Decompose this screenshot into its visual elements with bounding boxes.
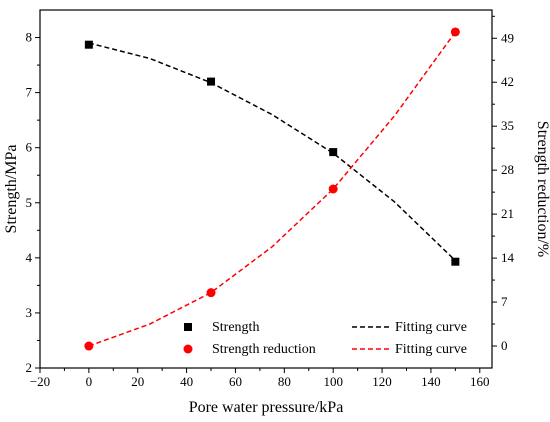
y-right-axis-ticks: 0 7 14 21 28 35 42 49: [492, 15, 515, 353]
y-left-axis-title: Strength/MPa: [3, 145, 20, 234]
y-right-tick-label: 0: [501, 338, 508, 353]
y-right-tick-label: 28: [501, 162, 514, 177]
legend-marker-strength: [184, 323, 192, 331]
y-right-tick-label: 49: [501, 30, 514, 45]
fit-curve-right: [88, 31, 457, 347]
x-tick-label: 40: [180, 374, 193, 389]
y-right-tick-label: 35: [501, 118, 514, 133]
data-points: [84, 27, 460, 351]
x-tick-label: 60: [229, 374, 242, 389]
legend: Strength Fitting curve Strength reductio…: [183, 320, 467, 357]
y-right-tick-label: 14: [501, 250, 515, 265]
x-tick-label: 20: [131, 374, 144, 389]
legend-label-strength: Strength: [212, 320, 259, 335]
y-left-tick-label: 7: [26, 85, 33, 100]
strength-point: [84, 40, 93, 49]
x-tick-label: 100: [323, 374, 343, 389]
strength-reduction-point: [84, 341, 94, 351]
x-tick-label: 80: [278, 374, 291, 389]
plot-frame: [39, 9, 493, 369]
x-axis-ticks: −20 0 20 40 60 80 100 120 140 160: [30, 368, 490, 389]
x-axis-title: Pore water pressure/kPa: [189, 399, 344, 416]
y-right-tick-label: 7: [501, 294, 508, 309]
x-tick-label: 120: [372, 374, 392, 389]
fit-curves: [88, 31, 457, 347]
y-left-tick-label: 6: [26, 140, 33, 155]
strength-reduction-point: [206, 288, 216, 298]
legend-label-strength-reduction: Strength reduction: [212, 342, 316, 357]
x-tick-label: −20: [30, 374, 50, 389]
y-right-tick-label: 42: [501, 74, 514, 89]
strength-reduction-point: [450, 27, 460, 37]
y-left-tick-label: 2: [26, 360, 33, 375]
y-right-axis-title: Strength reduction/%: [534, 121, 550, 257]
fit-curve-left: [88, 42, 456, 262]
strength-point: [451, 257, 460, 266]
legend-marker-strength-reduction: [183, 344, 193, 354]
strength-point: [207, 77, 216, 86]
legend-label-fitting-black: Fitting curve: [395, 320, 467, 335]
y-left-tick-label: 5: [26, 195, 33, 210]
y-left-tick-label: 8: [26, 30, 33, 45]
x-tick-label: 140: [421, 374, 441, 389]
x-tick-label: 0: [86, 374, 93, 389]
y-left-tick-label: 4: [26, 250, 33, 265]
x-tick-label: 160: [470, 374, 490, 389]
y-left-axis-ticks: 2 3 4 5 6 7 8: [26, 30, 40, 375]
strength-reduction-point: [328, 184, 338, 194]
y-right-tick-label: 21: [501, 206, 514, 221]
y-left-tick-label: 3: [26, 305, 33, 320]
legend-label-fitting-red: Fitting curve: [395, 342, 467, 357]
strength-point: [329, 148, 338, 157]
